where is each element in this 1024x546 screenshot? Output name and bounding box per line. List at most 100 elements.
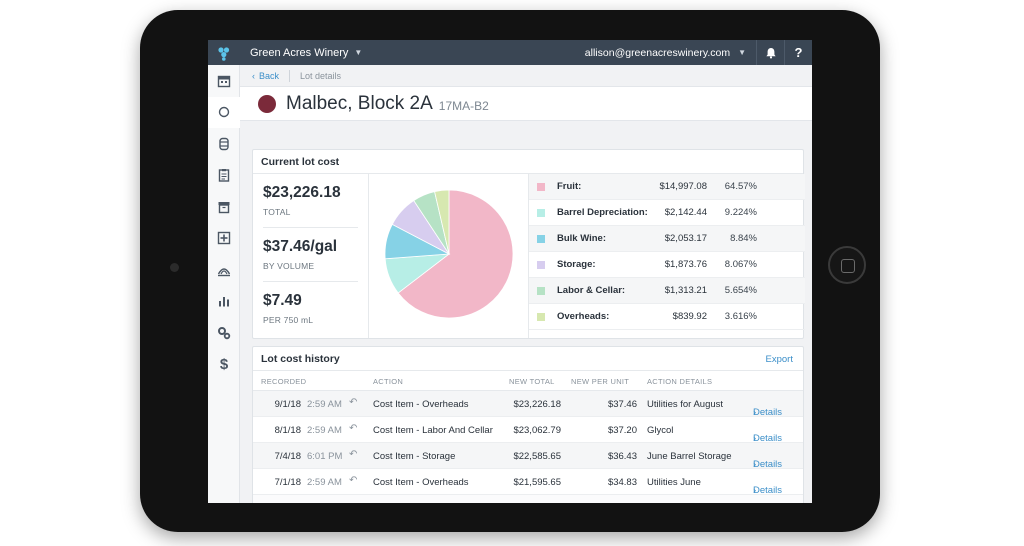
barrel-icon	[219, 137, 229, 150]
legend-swatch	[537, 286, 545, 295]
lot-header: Malbec, Block 2A 17MA-B2	[240, 87, 812, 121]
recorded-date: 7/4/18	[274, 451, 301, 462]
lot-color-dot	[258, 94, 276, 113]
sidebar-item-lots[interactable]	[208, 96, 240, 128]
category-amount: $2,142.44	[664, 207, 707, 218]
table-header: RECORDED ACTION NEW TOTAL NEW PER UNIT A…	[253, 371, 803, 391]
app-screen: Green Acres Winery ▼ allison@greenacresw…	[208, 40, 812, 503]
new-per-unit: $37.46	[607, 399, 637, 410]
cost-by-volume: $37.46/gal BY VOLUME	[263, 228, 358, 282]
recorded-time: 6:01 PM	[307, 451, 343, 462]
help-icon[interactable]: ?	[784, 40, 812, 65]
new-total: $23,062.79	[513, 425, 561, 436]
column-header-new-total: NEW TOTAL	[509, 377, 555, 386]
category-percent: 5.654%	[724, 285, 757, 296]
pie-slice	[434, 189, 450, 255]
sidebar-item-barrels[interactable]	[208, 128, 240, 160]
plus-box-icon	[217, 232, 231, 245]
new-total: $23,226.18	[513, 399, 561, 410]
cost-breakdown-row: Labor & Cellar: $1,313.21 5.654%	[529, 278, 805, 304]
details-label: Details	[753, 459, 783, 470]
grape-logo-icon[interactable]	[208, 40, 240, 65]
category-name: Storage:	[557, 259, 596, 270]
calendar-icon	[217, 75, 231, 87]
sidebar-item-work-orders[interactable]	[208, 160, 240, 192]
column-header-action: ACTION	[373, 377, 404, 386]
category-name: Barrel Depreciation:	[557, 207, 648, 218]
sidebar-item-vineyard[interactable]	[208, 254, 240, 286]
sidebar-item-settings[interactable]	[208, 317, 240, 349]
category-name: Bulk Wine:	[557, 233, 606, 244]
sidebar-item-calendar[interactable]	[208, 65, 240, 97]
undo-icon[interactable]: ↶	[349, 475, 358, 486]
undo-icon[interactable]: ↶	[349, 397, 358, 408]
sidebar-item-archive[interactable]	[208, 191, 240, 223]
winery-selector[interactable]: Green Acres Winery ▼	[240, 47, 362, 59]
cost-pie-chart	[369, 174, 529, 338]
table-row-partial	[253, 495, 803, 503]
sidebar-item-reports[interactable]	[208, 286, 240, 318]
dollar-icon: $	[219, 355, 229, 373]
vineyard-icon	[217, 268, 231, 276]
action-text: Cost Item - Overheads	[373, 477, 469, 488]
bell-icon[interactable]	[756, 40, 784, 65]
chevron-right-icon: ›	[753, 485, 757, 496]
back-link[interactable]: ‹ Back	[252, 71, 279, 81]
breadcrumb: ‹ Back Lot details	[240, 65, 812, 87]
legend-swatch	[537, 312, 545, 321]
category-percent: 8.84%	[730, 233, 757, 244]
undo-icon[interactable]: ↶	[349, 449, 358, 460]
export-button[interactable]: Export	[765, 354, 793, 365]
cost-breakdown-row: Barrel Depreciation: $2,142.44 9.224%	[529, 200, 805, 226]
volume-label: BY VOLUME	[263, 261, 315, 271]
table-row: 9/1/18 2:59 AM ↶ Cost Item - Overheads $23,2…	[253, 391, 803, 418]
cost-breakdown-row: Fruit: $14,997.08 64.57%	[529, 174, 805, 200]
category-amount: $1,873.76	[664, 259, 707, 270]
bottle-label: PER 750 mL	[263, 315, 314, 325]
recorded-time: 2:59 AM	[307, 425, 342, 436]
details-label: Details	[753, 433, 783, 444]
chevron-right-icon: ›	[753, 459, 757, 470]
user-email: allison@greenacreswinery.com	[584, 46, 731, 59]
column-header-recorded: RECORDED	[261, 377, 307, 386]
sidebar: $	[208, 65, 240, 503]
sidebar-item-costs[interactable]: $	[208, 349, 240, 381]
chevron-down-icon: ▼	[354, 48, 363, 57]
volume-value: $37.46/gal	[263, 238, 338, 255]
main-content: ‹ Back Lot details Malbec, Block 2A 17MA…	[240, 65, 812, 503]
legend-swatch	[537, 234, 545, 243]
category-amount: $839.92	[672, 311, 707, 322]
new-per-unit: $37.20	[607, 425, 637, 436]
cost-breakdown-list: Fruit: $14,997.08 64.57% Barrel Depreciatio…	[529, 174, 805, 338]
user-menu[interactable]: allison@greenacreswinery.com ▼	[585, 47, 756, 59]
category-name: Overheads:	[557, 311, 610, 322]
current-lot-cost-card: Current lot cost $23,226.18 TOTAL $37.46…	[252, 149, 805, 339]
new-per-unit: $34.83	[607, 477, 637, 488]
recorded-date: 8/1/18	[274, 425, 301, 436]
archive-icon	[218, 201, 230, 213]
recorded-time: 2:59 AM	[307, 477, 342, 488]
winery-name: Green Acres Winery	[250, 46, 349, 59]
undo-icon[interactable]: ↶	[349, 423, 358, 434]
top-bar: Green Acres Winery ▼ allison@greenacresw…	[208, 40, 812, 65]
camera-icon	[170, 263, 179, 272]
bottle-value: $7.49	[263, 292, 302, 309]
sidebar-item-add[interactable]	[208, 223, 240, 255]
total-label: TOTAL	[263, 207, 291, 217]
total-value: $23,226.18	[263, 184, 341, 201]
back-label: Back	[259, 70, 280, 81]
details-label: Details	[753, 407, 783, 418]
column-header-new-per-unit: NEW PER UNIT	[571, 377, 630, 386]
lot-code: 17MA-B2	[438, 99, 489, 113]
category-name: Labor & Cellar:	[557, 285, 626, 296]
chevron-down-icon: ▼	[738, 48, 746, 57]
page-title: Malbec, Block 2A	[286, 92, 433, 114]
table-row: 7/1/18 2:59 AM ↶ Cost Item - Overheads $21,5…	[253, 469, 803, 496]
settings-icon	[218, 326, 231, 339]
circle-icon	[218, 107, 230, 118]
action-details: Utilities June	[647, 477, 701, 488]
home-button[interactable]	[828, 246, 866, 284]
pie-slice	[397, 189, 514, 319]
category-amount: $1,313.21	[664, 285, 707, 296]
category-name: Fruit:	[557, 181, 582, 192]
